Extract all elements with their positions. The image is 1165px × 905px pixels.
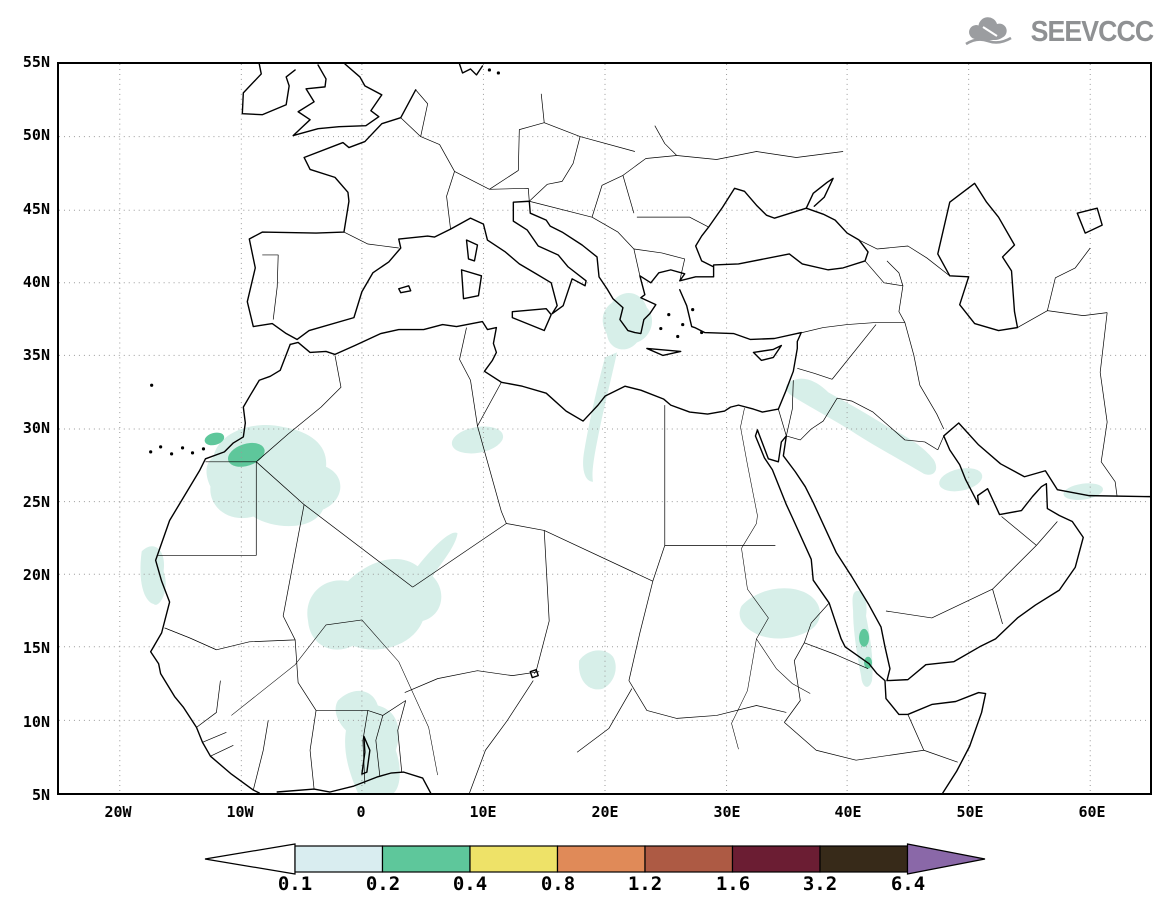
colorbar-tick-label: 0.8 [540,873,576,895]
colorbar-tick-label: 1.2 [627,873,663,895]
lat-tick-label: 15N [22,639,50,657]
lon-tick-label: 0 [356,803,366,821]
lat-tick-label: 55N [22,53,50,71]
country-borders [157,89,1118,793]
lat-tick-label: 30N [22,419,50,437]
colorbar-svg [204,843,986,875]
colorbar-segment [644,845,734,873]
colorbar-segment [294,845,384,873]
colorbar-tick-label: 3.2 [802,873,838,895]
aot-shading [140,293,1104,793]
lat-tick-label: 50N [22,126,50,144]
colorbar-tick-label: 1.6 [715,873,751,895]
colorbar-segment [819,845,909,873]
lon-tick-label: 10E [469,803,497,821]
lon-tick-label: 30E [713,803,741,821]
lon-tick-label: 60E [1078,803,1106,821]
lat-tick-label: 35N [22,346,50,364]
lat-tick-label: 45N [22,200,50,218]
colorbar-left-arrow [204,843,296,875]
coastlines [149,64,1150,793]
colorbar-segment [469,845,559,873]
lon-tick-label: 20W [104,803,132,821]
colorbar-segment [556,845,646,873]
lat-tick-label: 10N [22,713,50,731]
seevccc-logo-text: SEEVCCC [1030,16,1153,48]
colorbar-tick-label: 0.1 [277,873,313,895]
colorbar-right-arrow [906,843,986,875]
lat-tick-label: 5N [31,786,50,804]
seevccc-cloud-icon [965,16,1012,45]
seevccc-logo: SEEVCCC [963,16,1154,49]
colorbar-tick-label: 0.2 [365,873,401,895]
lat-tick-label: 40N [22,273,50,291]
lon-tick-label: 10W [226,803,254,821]
lat-tick-label: 25N [22,493,50,511]
colorbar-segment [381,845,471,873]
small-islands [149,68,704,456]
colorbar-tick-label: 6.4 [890,873,926,895]
map-frame [57,62,1152,795]
colorbar-tick-label: 0.4 [452,873,488,895]
lat-tick-label: 20N [22,566,50,584]
colorbar-segment [731,845,821,873]
map-svg [59,64,1150,793]
colorbar [195,841,995,881]
lon-tick-label: 50E [956,803,984,821]
lon-tick-label: 40E [834,803,862,821]
lon-tick-label: 20E [591,803,619,821]
